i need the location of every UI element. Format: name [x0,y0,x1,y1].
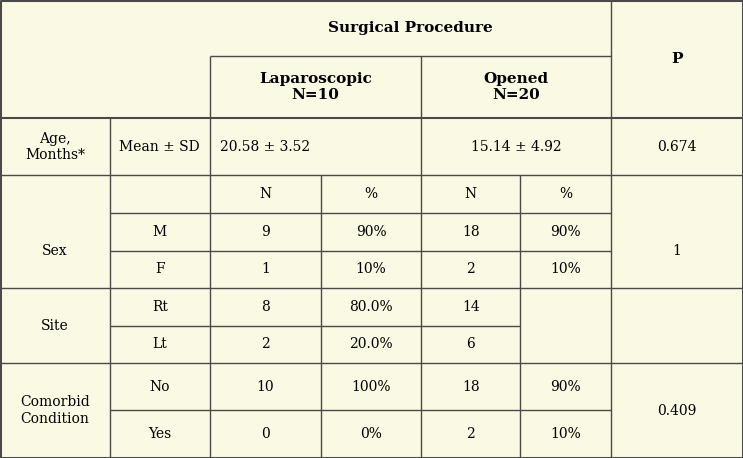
Text: Site: Site [41,319,69,333]
Text: 0.409: 0.409 [658,403,696,418]
Text: 15.14 ± 4.92: 15.14 ± 4.92 [471,140,561,154]
Text: Yes: Yes [148,427,172,441]
Text: 90%: 90% [356,225,386,239]
Text: 18: 18 [462,380,479,394]
Text: Surgical Procedure: Surgical Procedure [328,21,493,35]
Text: 9: 9 [261,225,270,239]
Text: N: N [464,187,477,201]
Text: F: F [155,262,164,276]
Text: 0: 0 [261,427,270,441]
Text: %: % [559,187,572,201]
Text: 20.58 ± 3.52: 20.58 ± 3.52 [220,140,311,154]
Text: 1: 1 [672,244,681,257]
Text: 14: 14 [462,300,479,314]
Text: M: M [152,225,167,239]
Text: 1: 1 [261,262,270,276]
Text: 0.674: 0.674 [657,140,697,154]
Text: 2: 2 [467,427,475,441]
Text: 10%: 10% [550,427,581,441]
Text: N: N [259,187,271,201]
Text: 20.0%: 20.0% [349,338,393,351]
Text: 0%: 0% [360,427,382,441]
Text: 18: 18 [462,225,479,239]
Text: 10%: 10% [356,262,386,276]
Text: Lt: Lt [152,338,167,351]
Text: 90%: 90% [550,225,581,239]
Text: No: No [149,380,170,394]
Text: 90%: 90% [550,380,581,394]
Text: Opened
N=20: Opened N=20 [484,72,548,102]
Text: Rt: Rt [152,300,168,314]
Text: Age,
Months*: Age, Months* [25,132,85,162]
Text: Sex: Sex [42,244,68,257]
Text: 8: 8 [261,300,270,314]
Text: 10%: 10% [550,262,581,276]
Text: %: % [365,187,377,201]
Text: 80.0%: 80.0% [349,300,393,314]
Text: Comorbid
Condition: Comorbid Condition [20,396,90,425]
Text: 6: 6 [467,338,475,351]
Text: Laparoscopic
N=10: Laparoscopic N=10 [259,72,372,102]
Text: 2: 2 [261,338,270,351]
Text: P: P [671,52,683,66]
Text: 10: 10 [256,380,274,394]
Text: Mean ± SD: Mean ± SD [120,140,200,154]
Text: 2: 2 [467,262,475,276]
Text: 100%: 100% [351,380,391,394]
